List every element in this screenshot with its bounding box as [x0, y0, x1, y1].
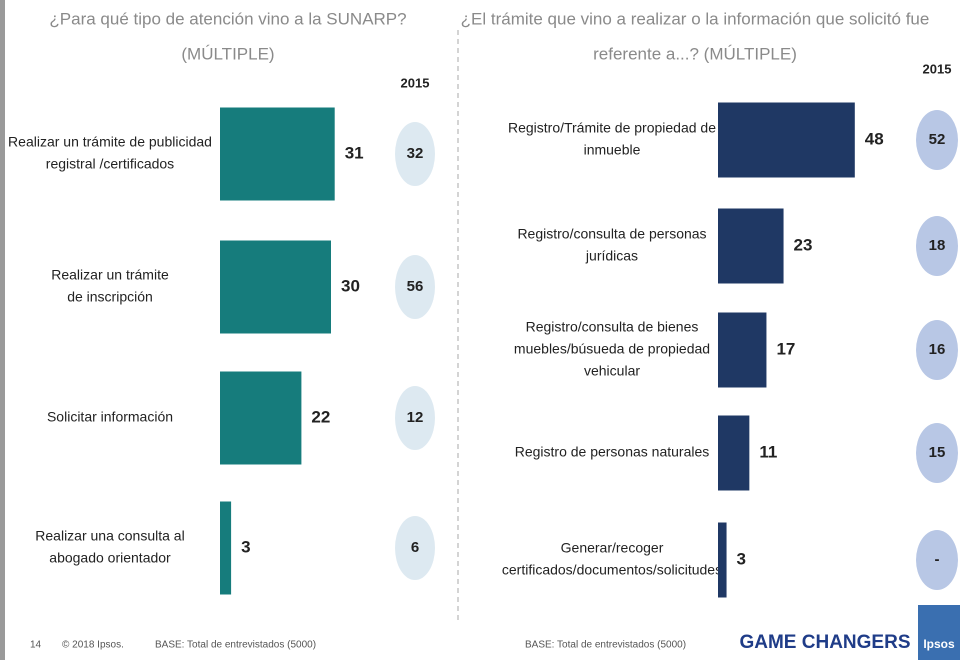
comparison-circle [916, 423, 958, 483]
value-label: 23 [794, 235, 813, 254]
value-label: 3 [737, 549, 746, 568]
comparison-label: 52 [929, 131, 946, 148]
category-label: registral /certificados [46, 156, 174, 172]
comparison-label: 32 [407, 145, 424, 162]
logo-box [918, 605, 960, 660]
comparison-circle [395, 122, 435, 186]
comparison-label: 56 [407, 278, 424, 295]
category-label: de inscripción [67, 289, 153, 305]
comparison-label: 6 [411, 539, 419, 556]
value-label: 31 [345, 143, 364, 162]
category-label: abogado orientador [49, 550, 171, 566]
comparison-label: 18 [929, 237, 946, 254]
category-label: Solicitar información [47, 409, 173, 425]
category-label: Registro/consulta de personas [517, 226, 706, 242]
year-label: 2015 [401, 75, 430, 90]
category-label: Registro de personas naturales [515, 444, 710, 460]
comparison-label: - [935, 551, 940, 568]
comparison-label: 12 [407, 409, 424, 426]
category-label: jurídicas [585, 248, 638, 264]
value-label: 48 [865, 129, 884, 148]
value-label: 3 [241, 537, 250, 556]
bar [718, 102, 855, 178]
category-label: vehicular [584, 363, 640, 379]
comparison-label: 15 [929, 444, 946, 461]
page-number: 14 [30, 640, 42, 651]
left-border [0, 0, 5, 660]
value-label: 22 [311, 407, 330, 426]
value-label: 30 [341, 276, 360, 295]
comparison-circle [916, 216, 958, 276]
base-note: BASE: Total de entrevistados (5000) [155, 640, 316, 651]
bar [718, 208, 784, 284]
bar [718, 522, 727, 598]
bar [220, 371, 302, 465]
comparison-circle [916, 530, 958, 590]
category-label: Generar/recoger [561, 540, 664, 556]
category-label: Realizar un trámite de publicidad [8, 134, 212, 150]
comparison-circle [395, 255, 435, 319]
chart-title: referente a...? (MÚLTIPLE) [593, 44, 797, 63]
comparison-label: 16 [929, 341, 946, 358]
base-note: BASE: Total de entrevistados (5000) [525, 640, 686, 651]
chart-title: (MÚLTIPLE) [181, 44, 274, 63]
year-label: 2015 [923, 61, 952, 76]
comparison-circle [395, 516, 435, 580]
comparison-circle [395, 386, 435, 450]
value-label: 11 [759, 442, 777, 461]
bar [220, 501, 232, 595]
category-label: muebles/búsueda de propiedad [514, 341, 710, 357]
bar [220, 107, 335, 201]
comparison-circle [916, 110, 958, 170]
value-label: 17 [776, 339, 795, 358]
copyright: © 2018 Ipsos. [62, 640, 124, 651]
category-label: Realizar una consulta al [35, 528, 184, 544]
category-label: Registro/consulta de bienes [526, 319, 699, 335]
chart-title: ¿Para qué tipo de atención vino a la SUN… [49, 9, 406, 28]
bar [220, 240, 331, 334]
logo: Ipsos [923, 637, 955, 651]
bar [718, 312, 767, 388]
bar [718, 415, 750, 491]
brand: GAME CHANGERS [739, 632, 910, 653]
category-label: certificados/documentos/solicitudes [502, 562, 722, 578]
comparison-circle [916, 320, 958, 380]
category-label: Realizar un trámite [51, 267, 169, 283]
category-label: inmueble [584, 142, 641, 158]
chart-title: ¿El trámite que vino a realizar o la inf… [461, 9, 930, 28]
category-label: Registro/Trámite de propiedad de [508, 120, 716, 136]
